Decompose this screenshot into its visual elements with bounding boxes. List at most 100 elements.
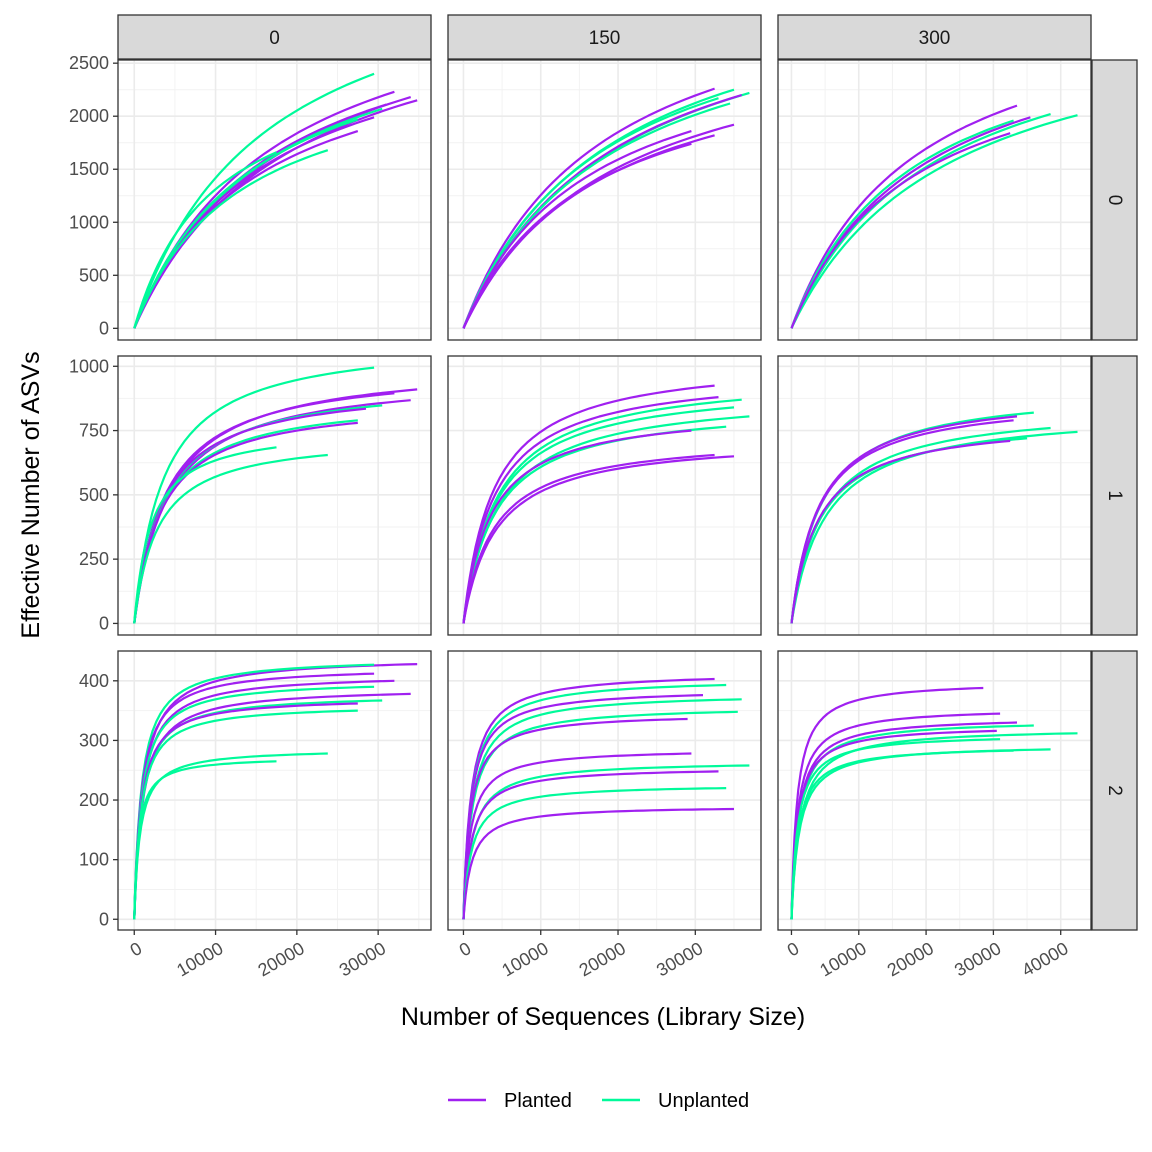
x-axis-title: Number of Sequences (Library Size) (401, 1003, 805, 1031)
x-tick-label: 30000 (653, 938, 706, 980)
curve-planted (790, 439, 1011, 624)
col-strip-label: 0 (269, 28, 280, 49)
x-tick-label: 10000 (816, 938, 869, 980)
strip-background (117, 14, 432, 60)
y-tick-label: 2000 (69, 106, 109, 126)
curve-unplanted (133, 685, 375, 920)
panel-border (777, 650, 1092, 931)
y-tick-label: 250 (79, 549, 109, 569)
x-tick-label: 20000 (884, 938, 937, 980)
strip-background (447, 14, 762, 60)
panels-layer (117, 59, 1092, 931)
curve-planted (462, 694, 704, 920)
y-axis-row-1: 0 250 500 750 1000 (69, 356, 118, 633)
curve-planted (790, 132, 1011, 329)
curve-unplanted (133, 151, 277, 329)
curve-planted (462, 677, 715, 920)
legend-item-unplanted: Unplanted (602, 1090, 749, 1112)
row-strip-label: 0 (1104, 195, 1125, 206)
x-tick-label: 10000 (173, 938, 226, 980)
curve-unplanted (133, 752, 328, 920)
curve-unplanted (133, 366, 375, 624)
y-axis-title: Effective Number of ASVs (17, 351, 45, 638)
row-strip-label: 2 (1104, 785, 1125, 796)
row-strip-2: 2 (1091, 650, 1138, 931)
curve-unplanted (790, 430, 1078, 624)
y-tick-label: 500 (79, 265, 109, 285)
curve-planted (462, 384, 715, 624)
curves (462, 677, 750, 920)
curve-planted (462, 429, 692, 624)
curve-planted (133, 421, 358, 624)
curve-planted (790, 712, 1001, 920)
curve-unplanted (133, 453, 328, 624)
panel-background (118, 651, 431, 930)
curve-unplanted (790, 738, 1001, 920)
panel-r0-c150 (447, 59, 762, 341)
x-tick-label: 30000 (336, 938, 389, 980)
x-tick-label: 20000 (255, 938, 308, 980)
panel-border (447, 650, 762, 931)
panel-r2-c300 (777, 650, 1092, 931)
curve-planted (462, 396, 719, 624)
curve-unplanted (790, 749, 1014, 920)
y-axis-row-0: 0 500 1000 1500 2000 2500 (69, 53, 118, 338)
curve-planted (462, 142, 692, 329)
curves (133, 72, 418, 329)
y-tick-label: 1000 (69, 212, 109, 232)
y-tick-label: 0 (99, 613, 109, 633)
col-strip-label: 150 (589, 28, 621, 49)
col-strip-150: 150 (447, 14, 762, 60)
y-tick-label: 1500 (69, 159, 109, 179)
y-tick-label: 0 (99, 909, 109, 929)
curve-unplanted (133, 72, 375, 329)
curve-unplanted (790, 114, 1078, 329)
curve-planted (790, 419, 1014, 624)
legend: Planted Unplanted (448, 1090, 749, 1112)
panel-border (117, 650, 432, 931)
panel-background (778, 651, 1091, 930)
row-strip-label: 1 (1104, 490, 1125, 501)
curves (790, 411, 1078, 624)
curve-planted (462, 455, 735, 624)
curve-unplanted (133, 446, 277, 624)
curve-planted (790, 686, 984, 920)
legend-item-planted: Planted (448, 1090, 572, 1112)
x-tick-label: 0 (456, 938, 475, 960)
curve-planted (133, 702, 358, 920)
y-tick-label: 750 (79, 421, 109, 441)
curves (462, 87, 750, 329)
curve-unplanted (133, 149, 329, 329)
strip-background (1091, 59, 1138, 341)
panel-r0-c300 (777, 59, 1092, 341)
strip-background (1091, 650, 1138, 931)
x-axis-col-300: 0 10000 20000 30000 40000 (784, 930, 1072, 980)
legend-label: Unplanted (658, 1090, 749, 1112)
col-strip-label: 300 (919, 28, 951, 49)
curve-planted (790, 729, 997, 920)
y-tick-label: 2500 (69, 53, 109, 73)
x-tick-label: 0 (127, 938, 146, 960)
curves (790, 104, 1078, 329)
panel-r2-c0 (117, 650, 432, 931)
curve-unplanted (462, 698, 742, 920)
row-strip-1: 1 (1091, 355, 1138, 636)
curve-unplanted (462, 787, 727, 920)
curve-planted (133, 672, 375, 920)
y-tick-label: 100 (79, 850, 109, 870)
x-tick-label: 30000 (951, 938, 1004, 980)
strip-background (1091, 355, 1138, 636)
facet-strips: 0 150 300 0 1 2 (117, 14, 1138, 931)
panel-background (118, 60, 431, 340)
y-tick-label: 1000 (69, 356, 109, 376)
panel-border (777, 355, 1092, 636)
panel-border (447, 355, 762, 636)
curve-planted (462, 717, 688, 920)
panel-r1-c0 (117, 355, 432, 636)
curves (133, 663, 418, 920)
x-tick-label: 10000 (498, 938, 551, 980)
panel-r0-c0 (117, 59, 432, 341)
curve-planted (462, 453, 715, 624)
x-axis-col-0: 0 10000 20000 30000 (127, 930, 389, 980)
